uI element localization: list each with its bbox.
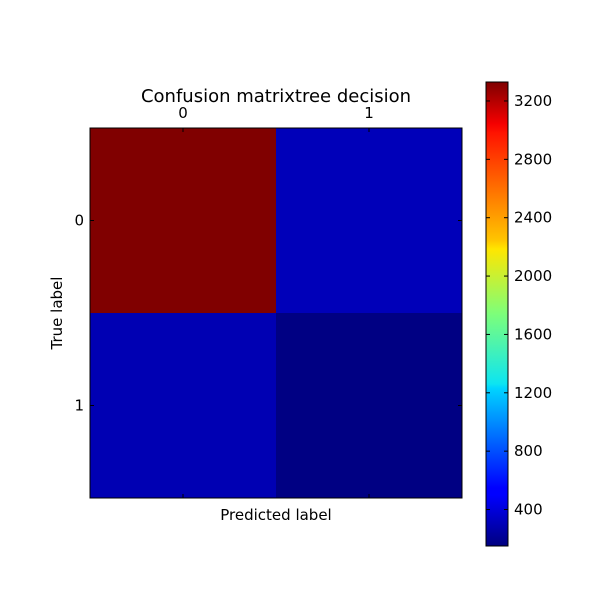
colorbar	[485, 81, 509, 547]
colorbar-ticks: 400 800 1200 1600 2000 2400 2800 3200	[486, 92, 552, 519]
y-tick-label: 0	[74, 212, 84, 230]
x-axis-label: Predicted label	[220, 506, 331, 524]
x-tick-label: 0	[178, 104, 188, 122]
colorbar-tick-label: 1200	[514, 384, 552, 402]
chart-title: Confusion matrixtree decision	[141, 86, 411, 107]
y-axis-label: True label	[48, 277, 66, 351]
matrix-cell-1-0	[90, 313, 277, 499]
matrix-cell-0-1	[276, 128, 463, 314]
y-tick-label: 1	[74, 397, 84, 415]
axis-ticks: 0 1 0 1	[74, 104, 462, 498]
colorbar-tick-label: 1600	[514, 325, 552, 343]
colorbar-tick-label: 3200	[514, 92, 552, 110]
colorbar-tick-label: 800	[514, 442, 543, 460]
matrix-cells	[90, 128, 463, 499]
colorbar-tick-label: 2800	[514, 150, 552, 168]
x-tick-label: 1	[364, 104, 374, 122]
matrix-cell-1-1	[276, 313, 463, 499]
colorbar-tick-label: 400	[514, 501, 543, 519]
plot-frame	[89, 127, 463, 499]
colorbar-tick-label: 2400	[514, 209, 552, 227]
matrix-cell-0-0	[90, 128, 277, 314]
colorbar-tick-label: 2000	[514, 267, 552, 285]
